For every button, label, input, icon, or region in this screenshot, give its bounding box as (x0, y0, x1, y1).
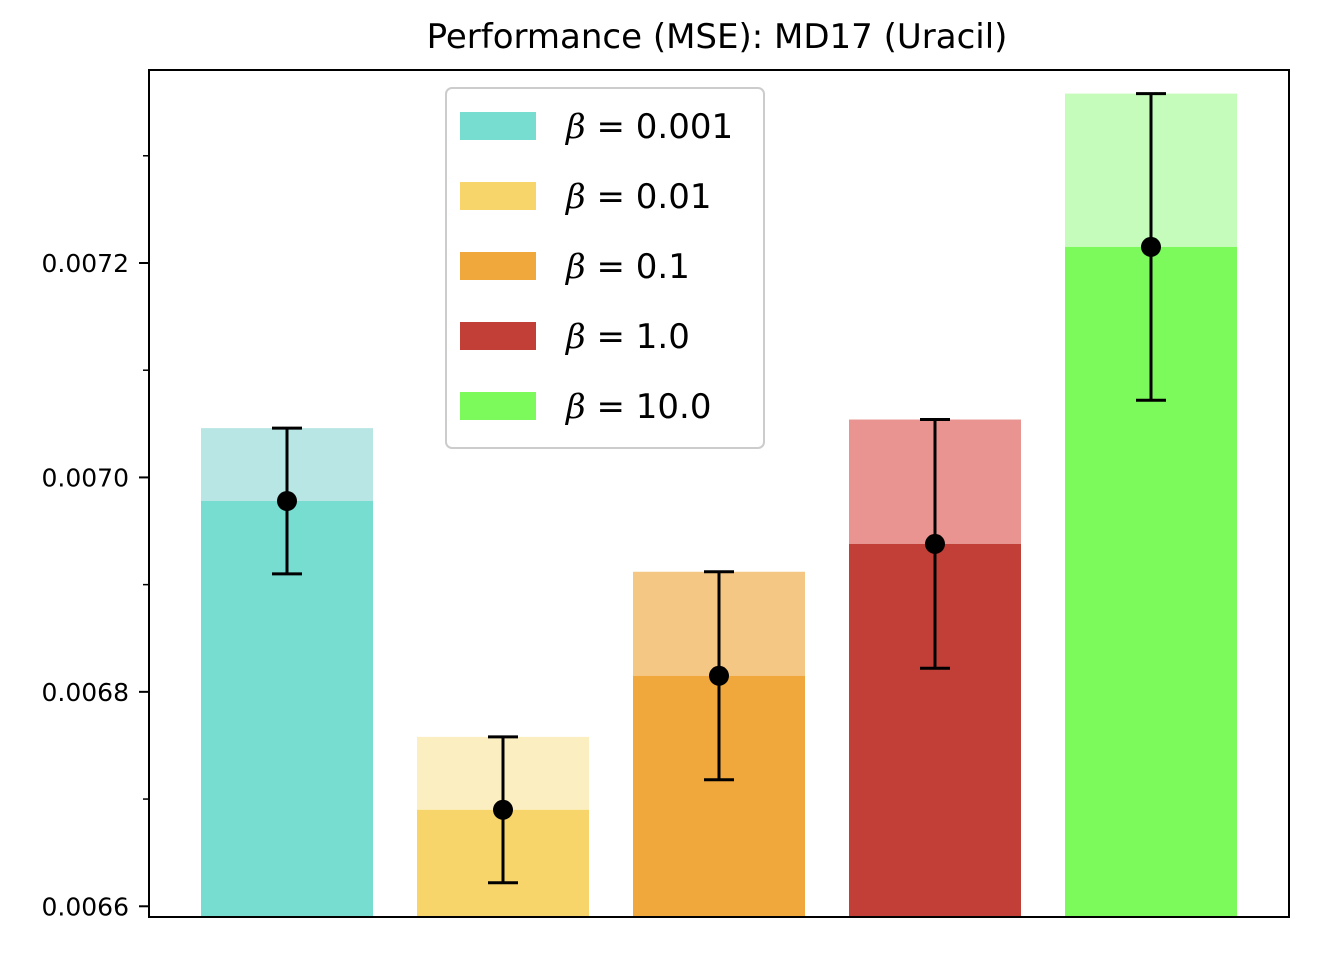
legend-swatch-2 (460, 252, 536, 280)
y-tick-label-3: 0.0072 (42, 249, 129, 278)
y-axis: 0.0066 0.0068 0.0070 0.0072 (42, 155, 149, 921)
legend-swatch-4 (460, 392, 536, 420)
legend-label-1: β = 0.01 (564, 177, 711, 217)
chart-title: Performance (MSE): MD17 (Uracil) (427, 17, 1008, 57)
mean-point-2 (709, 665, 729, 686)
mean-point-4 (1141, 236, 1161, 257)
y-tick-label-1: 0.0068 (42, 678, 129, 707)
y-tick-label-2: 0.0070 (42, 463, 129, 492)
legend-swatch-3 (460, 322, 536, 350)
plot-frame (148, 69, 1290, 918)
mean-point-0 (277, 491, 297, 512)
legend-frame (445, 87, 765, 449)
error-bar-1 (488, 735, 518, 885)
legend-label-2: β = 0.1 (564, 247, 690, 287)
mean-point-3 (925, 533, 945, 554)
error-bar-4 (1136, 92, 1166, 402)
legend-label-3: β = 1.0 (564, 317, 690, 357)
legend-label-0: β = 0.001 (564, 107, 733, 147)
mean-point-1 (493, 799, 513, 820)
error-bar-3 (920, 418, 950, 670)
legend-swatch-1 (460, 182, 536, 210)
error-bar-0 (272, 426, 302, 576)
legend: β = 0.001 β = 0.01 β = 0.1 β = 1.0 β = 10.0 (445, 87, 765, 449)
y-tick-label-0: 0.0066 (42, 892, 129, 921)
legend-swatch-0 (460, 112, 536, 140)
error-bars-layer (272, 92, 1166, 885)
legend-label-4: β = 10.0 (564, 387, 711, 427)
error-bar-2 (704, 570, 734, 782)
